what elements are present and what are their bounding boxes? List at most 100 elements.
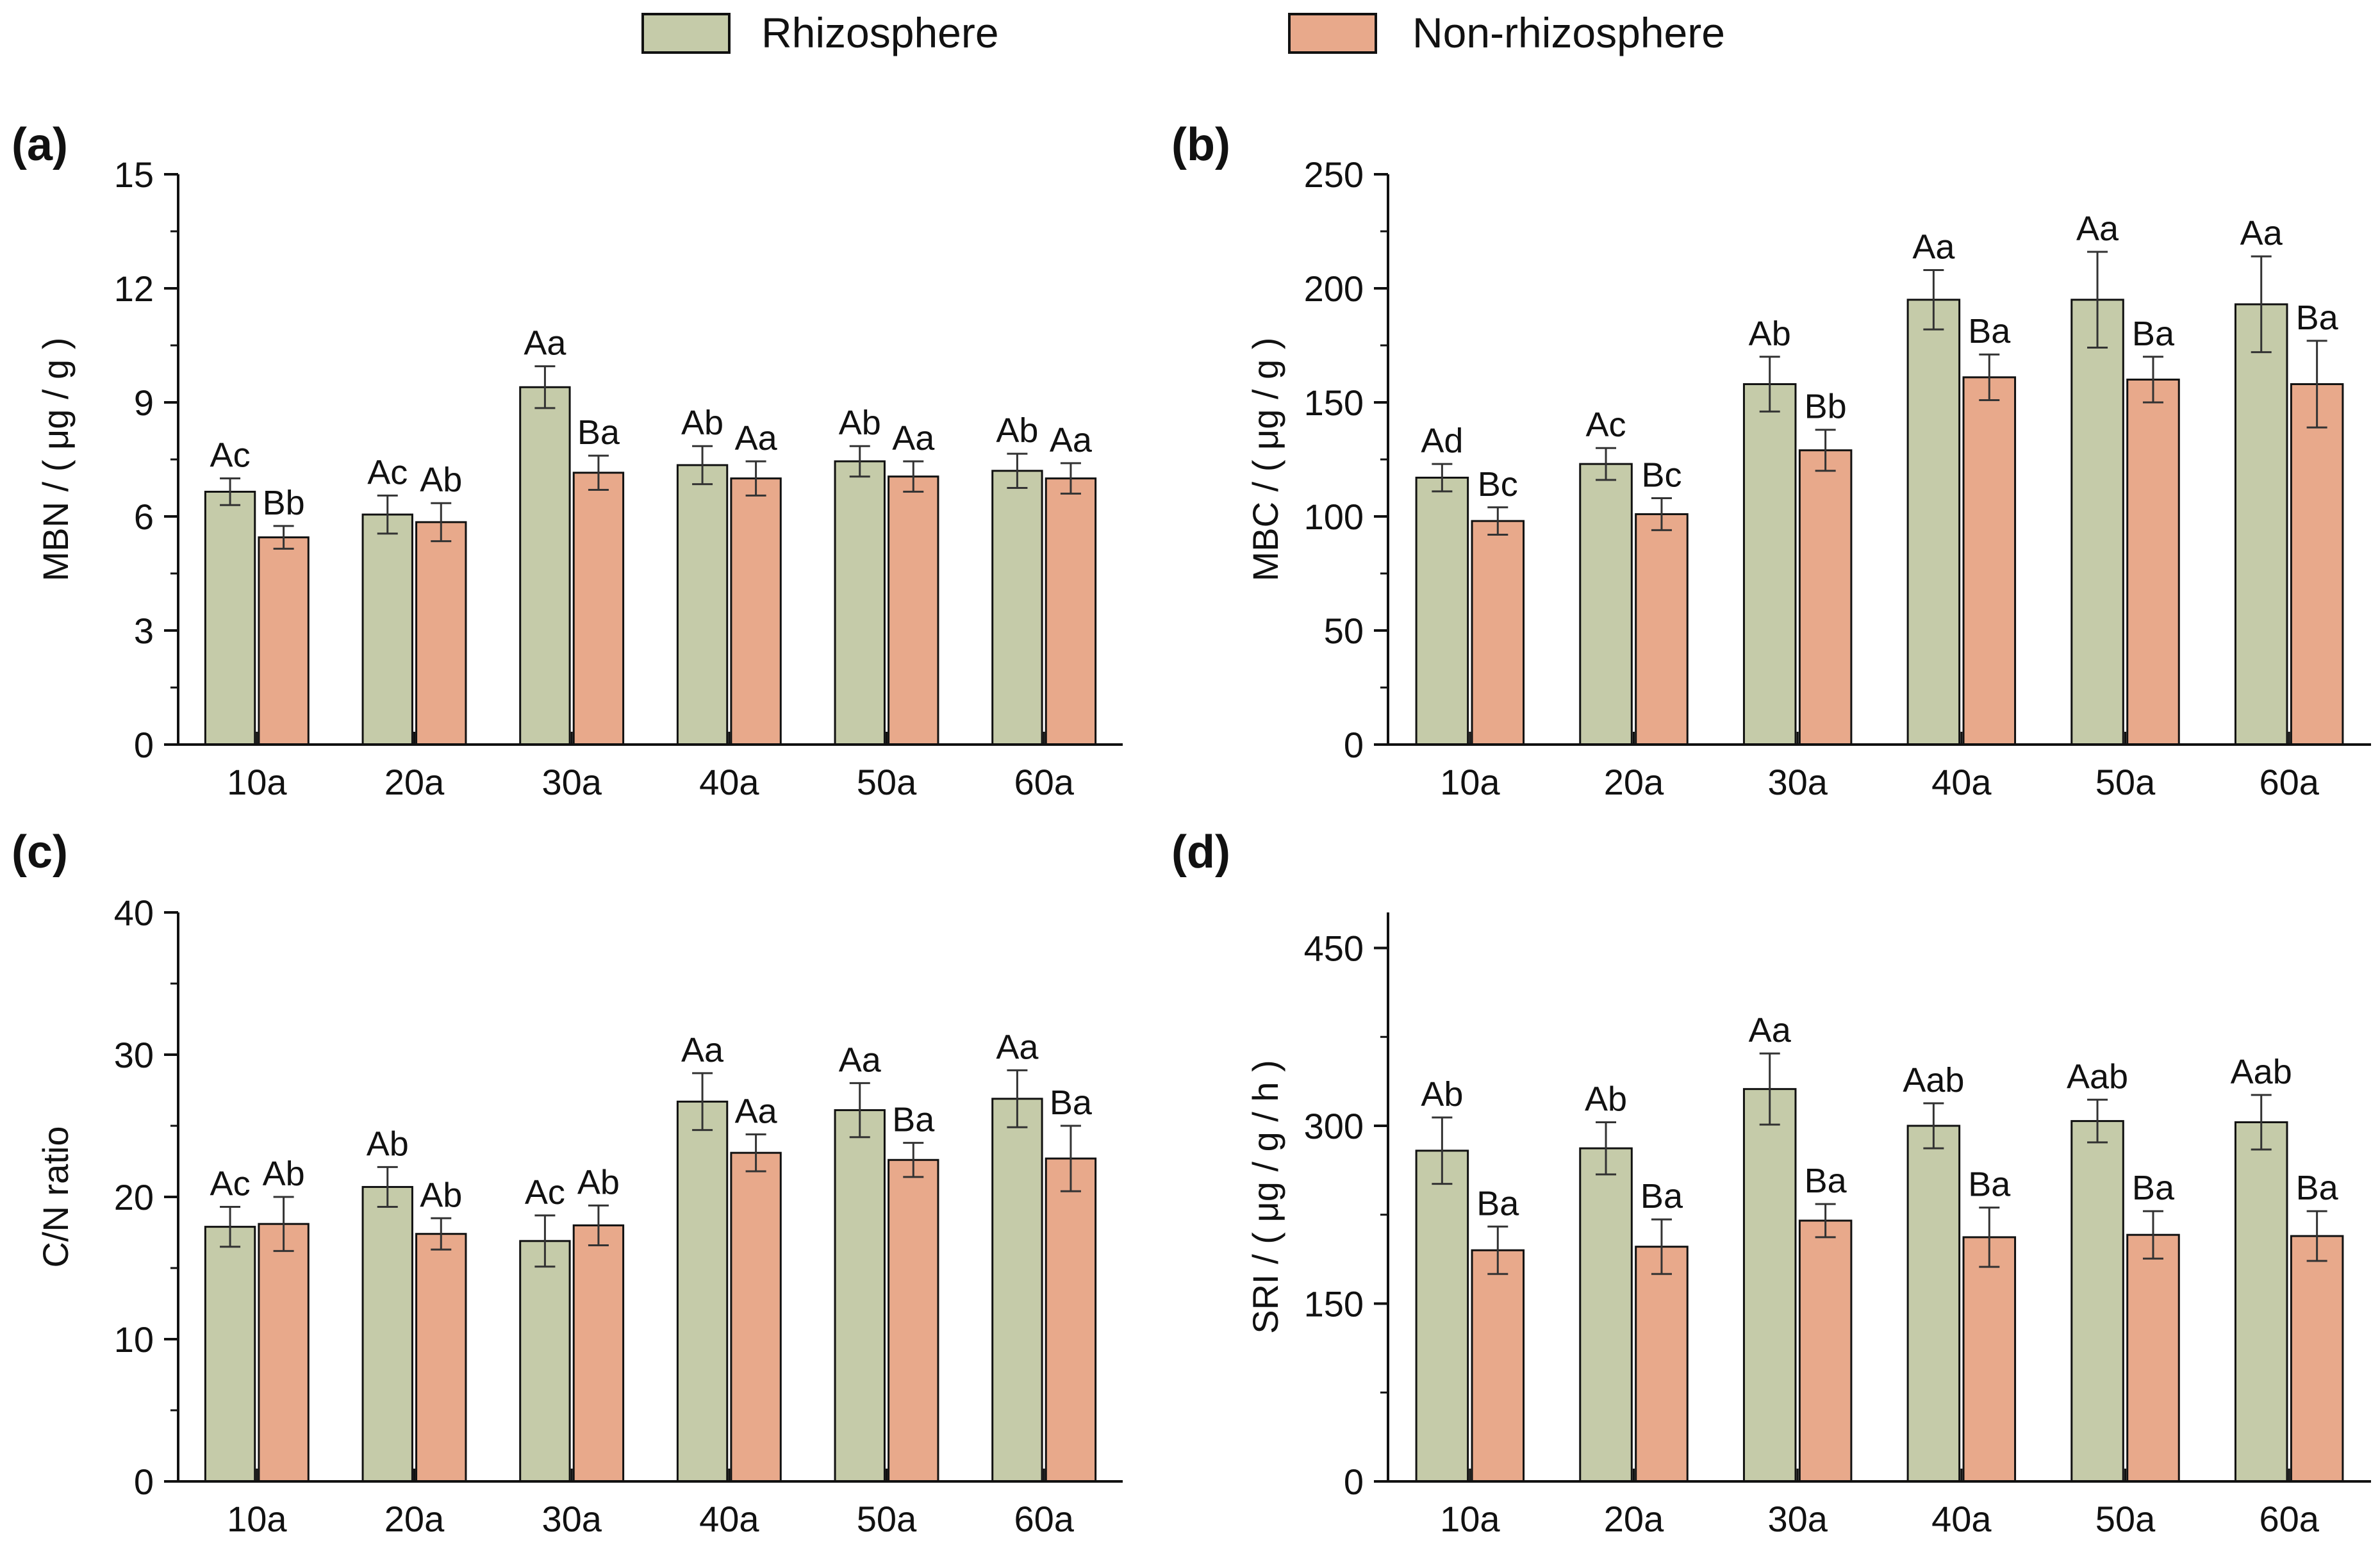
bar-rhizosphere-60a bbox=[991, 470, 1043, 746]
bar-rhizosphere-60a bbox=[991, 1098, 1043, 1483]
bar-non-rhizosphere-60a bbox=[1045, 1157, 1097, 1483]
significance-label: Aa bbox=[1050, 421, 1093, 459]
legend-swatch-rhizosphere bbox=[641, 13, 731, 54]
error-bar bbox=[2251, 1094, 2272, 1151]
error-bar bbox=[588, 454, 609, 491]
chart-panels: (a) 0 3 6 9 12 15 Ac Bb 10a Ac Ab 20a Aa Ba 30a Ab Aa 40a A… bbox=[12, 119, 2371, 1539]
error-bar bbox=[377, 1166, 398, 1208]
error-bar bbox=[1651, 1218, 1672, 1275]
significance-label: Ba bbox=[1050, 1084, 1093, 1122]
panel-label: (c) bbox=[12, 827, 68, 878]
y-tick-label: 30 bbox=[114, 1035, 154, 1075]
y-tick-label: 250 bbox=[1304, 154, 1364, 195]
y-tick-label: 300 bbox=[1304, 1106, 1364, 1146]
error-bar bbox=[2142, 356, 2163, 404]
chart-panel-3: (c) 0 10 20 30 40 Ac Ab 10a Ab Ab 20a Ac Ab 30a Aa Aa 40a… bbox=[12, 827, 1123, 1539]
significance-label: Ab bbox=[1421, 1075, 1463, 1114]
bar-rhizosphere-50a bbox=[2070, 1120, 2124, 1483]
error-bar bbox=[534, 365, 556, 409]
significance-label: Aa bbox=[2076, 210, 2119, 248]
x-tick-label: 40a bbox=[699, 762, 759, 802]
bar-non-rhizosphere-30a bbox=[572, 472, 625, 746]
error-bar bbox=[1007, 452, 1028, 489]
error-bar bbox=[588, 1204, 609, 1246]
bar-rhizosphere-10a bbox=[204, 1226, 256, 1483]
y-tick-label: 9 bbox=[134, 383, 154, 423]
bar-non-rhizosphere-20a bbox=[415, 521, 467, 746]
error-bar bbox=[220, 1206, 241, 1248]
significance-label: Aa bbox=[996, 1028, 1039, 1066]
significance-label: Ab bbox=[1585, 1080, 1627, 1118]
y-tick-label: 12 bbox=[114, 268, 154, 309]
significance-label: Ba bbox=[2296, 299, 2339, 337]
error-bar bbox=[1979, 1207, 2000, 1268]
significance-label: Aab bbox=[2067, 1057, 2128, 1096]
chart-panel-4: (d) 0 150 300 450 Ab Ba 10a Ab Ba 20a Aa Ba 30a Aab Ba 4… bbox=[1171, 827, 2371, 1539]
significance-label: Ba bbox=[1968, 1166, 2011, 1204]
bar-non-rhizosphere-10a bbox=[1471, 1249, 1525, 1483]
legend-label-rhizosphere: Rhizosphere bbox=[761, 9, 999, 56]
bar-non-rhizosphere-30a bbox=[1798, 449, 1853, 746]
y-axis-title: C/N ratio bbox=[35, 1126, 76, 1268]
bar-rhizosphere-10a bbox=[1415, 476, 1469, 746]
significance-label: Bc bbox=[1641, 456, 1682, 495]
x-tick-label: 30a bbox=[541, 762, 602, 802]
error-bar bbox=[2087, 1098, 2108, 1144]
significance-label: Ba bbox=[2296, 1169, 2339, 1207]
bar-non-rhizosphere-60a bbox=[2290, 383, 2344, 746]
error-bar bbox=[1815, 1203, 1836, 1239]
bar-non-rhizosphere-50a bbox=[2126, 1233, 2180, 1483]
significance-label: Ad bbox=[1421, 422, 1463, 460]
error-bar bbox=[1923, 1102, 1944, 1150]
error-bar bbox=[2306, 340, 2327, 429]
error-bar bbox=[273, 525, 294, 550]
bar-non-rhizosphere-60a bbox=[1045, 477, 1097, 746]
error-bar bbox=[1007, 1069, 1028, 1128]
bar-non-rhizosphere-30a bbox=[572, 1224, 625, 1483]
bar-rhizosphere-60a bbox=[2234, 303, 2288, 746]
legend: Rhizosphere Non-rhizosphere bbox=[641, 9, 1725, 56]
bar-rhizosphere-40a bbox=[1906, 1125, 1961, 1483]
bar-rhizosphere-10a bbox=[204, 490, 256, 746]
error-bar bbox=[849, 1082, 870, 1139]
chart-panel-1: (a) 0 3 6 9 12 15 Ac Bb 10a Ac Ab 20a Aa Ba 30a Ab Aa 40a A… bbox=[12, 119, 1123, 802]
error-bar bbox=[1432, 1116, 1453, 1185]
significance-label: Bb bbox=[1805, 388, 1847, 426]
x-tick-label: 10a bbox=[1440, 762, 1500, 802]
chart-panel-2: (b) 0 50 100 150 200 250 Ad Bc 10a Ac Bc 20a Ab Bb 30a A… bbox=[1171, 119, 2371, 802]
significance-label: Ac bbox=[210, 1165, 251, 1203]
y-axis-title: MBN / ( μg / g ) bbox=[35, 338, 76, 582]
error-bar bbox=[273, 1196, 294, 1252]
bar-non-rhizosphere-30a bbox=[1798, 1219, 1853, 1483]
error-bar bbox=[2142, 1210, 2163, 1260]
error-bar bbox=[903, 460, 924, 493]
significance-label: Ac bbox=[1586, 406, 1626, 444]
bar-non-rhizosphere-40a bbox=[1962, 1236, 2017, 1483]
x-tick-label: 60a bbox=[1014, 762, 1074, 802]
x-tick-label: 40a bbox=[699, 1499, 759, 1539]
bar-non-rhizosphere-60a bbox=[2290, 1235, 2344, 1483]
bar-non-rhizosphere-20a bbox=[1635, 1246, 1689, 1483]
significance-label: Aa bbox=[735, 419, 778, 457]
significance-label: Ac bbox=[210, 436, 251, 475]
x-tick-label: 60a bbox=[2259, 1499, 2319, 1539]
x-tick-label: 50a bbox=[2095, 1499, 2156, 1539]
significance-label: Ac bbox=[367, 453, 408, 491]
bar-rhizosphere-20a bbox=[1579, 463, 1633, 746]
x-tick-label: 20a bbox=[384, 1499, 445, 1539]
x-tick-label: 30a bbox=[541, 1499, 602, 1539]
bar-rhizosphere-50a bbox=[834, 460, 886, 746]
y-axis-title: MBC / ( μg / g ) bbox=[1245, 338, 1285, 582]
bar-rhizosphere-20a bbox=[1579, 1147, 1633, 1483]
error-bar bbox=[1979, 353, 2000, 401]
bar-rhizosphere-30a bbox=[519, 386, 571, 746]
significance-label: Bb bbox=[263, 484, 305, 522]
bar-rhizosphere-20a bbox=[361, 1185, 413, 1483]
significance-label: Ac bbox=[525, 1173, 565, 1212]
significance-label: Aa bbox=[1749, 1011, 1792, 1050]
bar-non-rhizosphere-50a bbox=[888, 1158, 939, 1483]
x-tick-label: 20a bbox=[1604, 1499, 1664, 1539]
error-bar bbox=[1759, 356, 1780, 413]
error-bar bbox=[1923, 269, 1944, 331]
bar-rhizosphere-30a bbox=[519, 1240, 571, 1483]
